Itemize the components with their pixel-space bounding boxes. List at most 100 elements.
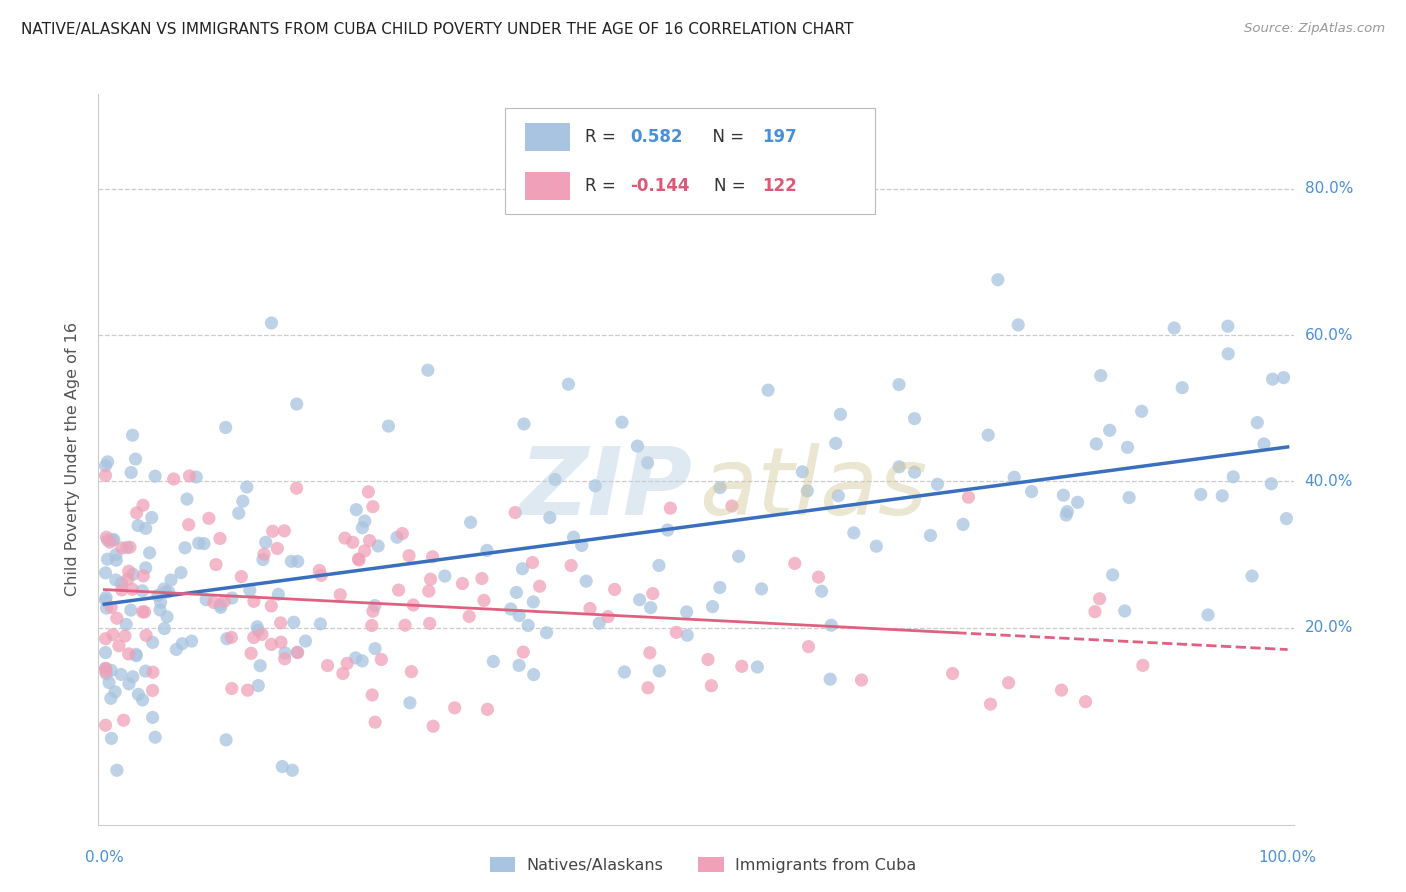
Point: [1130, 404, 1153, 418]
Point: [101, 533, 124, 547]
Point: [820, 618, 842, 632]
Point: [648, 664, 671, 678]
Point: [254, 535, 277, 549]
Point: [1114, 604, 1136, 618]
Point: [114, 629, 136, 643]
Point: [118, 564, 141, 578]
Point: [675, 605, 697, 619]
Point: [508, 608, 530, 623]
Point: [108, 639, 131, 653]
Point: [215, 732, 238, 747]
Point: [104, 573, 127, 587]
Point: [352, 654, 374, 668]
Point: [205, 558, 228, 572]
Y-axis label: Child Poverty Under the Age of 16: Child Poverty Under the Age of 16: [65, 322, 80, 597]
Point: [111, 541, 134, 555]
Point: [104, 685, 127, 699]
Point: [797, 640, 820, 654]
Point: [538, 510, 561, 524]
Text: 40.0%: 40.0%: [1305, 474, 1353, 489]
Point: [125, 648, 148, 662]
Point: [638, 646, 661, 660]
Point: [110, 667, 132, 681]
Point: [810, 584, 832, 599]
Point: [361, 688, 384, 702]
Point: [221, 591, 243, 605]
Point: [422, 719, 444, 733]
Point: [756, 383, 779, 397]
Point: [727, 549, 749, 564]
Point: [364, 599, 387, 613]
Point: [987, 273, 1010, 287]
Point: [120, 603, 142, 617]
Point: [94, 665, 117, 679]
Point: [125, 648, 148, 663]
Point: [1066, 495, 1088, 509]
Point: [499, 602, 522, 616]
Point: [177, 517, 200, 532]
Point: [1197, 607, 1219, 622]
Point: [903, 465, 925, 479]
Point: [103, 533, 125, 547]
Point: [94, 632, 117, 646]
Point: [280, 554, 302, 568]
Point: [388, 583, 411, 598]
Point: [419, 572, 441, 586]
Point: [640, 600, 662, 615]
Point: [477, 702, 499, 716]
Point: [475, 543, 498, 558]
Point: [121, 582, 143, 597]
Point: [134, 605, 156, 619]
Point: [952, 517, 974, 532]
Point: [260, 316, 283, 330]
Point: [316, 658, 339, 673]
Point: [557, 377, 579, 392]
Point: [957, 490, 980, 504]
Point: [163, 472, 186, 486]
Point: [266, 541, 288, 556]
Point: [353, 544, 375, 558]
Point: [747, 660, 769, 674]
Point: [187, 536, 209, 550]
Point: [353, 514, 375, 528]
Point: [562, 530, 585, 544]
Point: [157, 584, 180, 599]
Point: [94, 458, 117, 473]
Text: atlas: atlas: [700, 443, 928, 534]
Point: [94, 566, 117, 580]
Point: [96, 601, 118, 615]
Point: [105, 764, 128, 778]
Point: [1085, 437, 1108, 451]
Point: [367, 539, 389, 553]
Point: [96, 530, 118, 544]
Point: [134, 664, 156, 678]
Point: [98, 535, 121, 549]
Point: [903, 411, 925, 425]
Point: [648, 558, 671, 573]
Point: [125, 506, 148, 520]
Point: [1090, 368, 1112, 383]
Point: [247, 624, 270, 638]
Point: [180, 634, 202, 648]
Point: [394, 618, 416, 632]
Text: 0.0%: 0.0%: [84, 850, 124, 865]
Point: [252, 552, 274, 566]
Point: [100, 731, 122, 746]
Point: [112, 713, 135, 727]
Point: [100, 691, 122, 706]
Point: [283, 615, 305, 630]
Point: [361, 500, 384, 514]
Point: [115, 617, 138, 632]
Point: [1189, 487, 1212, 501]
Point: [243, 594, 266, 608]
Point: [700, 679, 723, 693]
Point: [132, 498, 155, 512]
Point: [105, 553, 128, 567]
Point: [247, 679, 270, 693]
Point: [352, 521, 374, 535]
Point: [359, 533, 381, 548]
Point: [172, 637, 194, 651]
Point: [626, 439, 648, 453]
Point: [153, 582, 176, 596]
Point: [131, 605, 153, 619]
